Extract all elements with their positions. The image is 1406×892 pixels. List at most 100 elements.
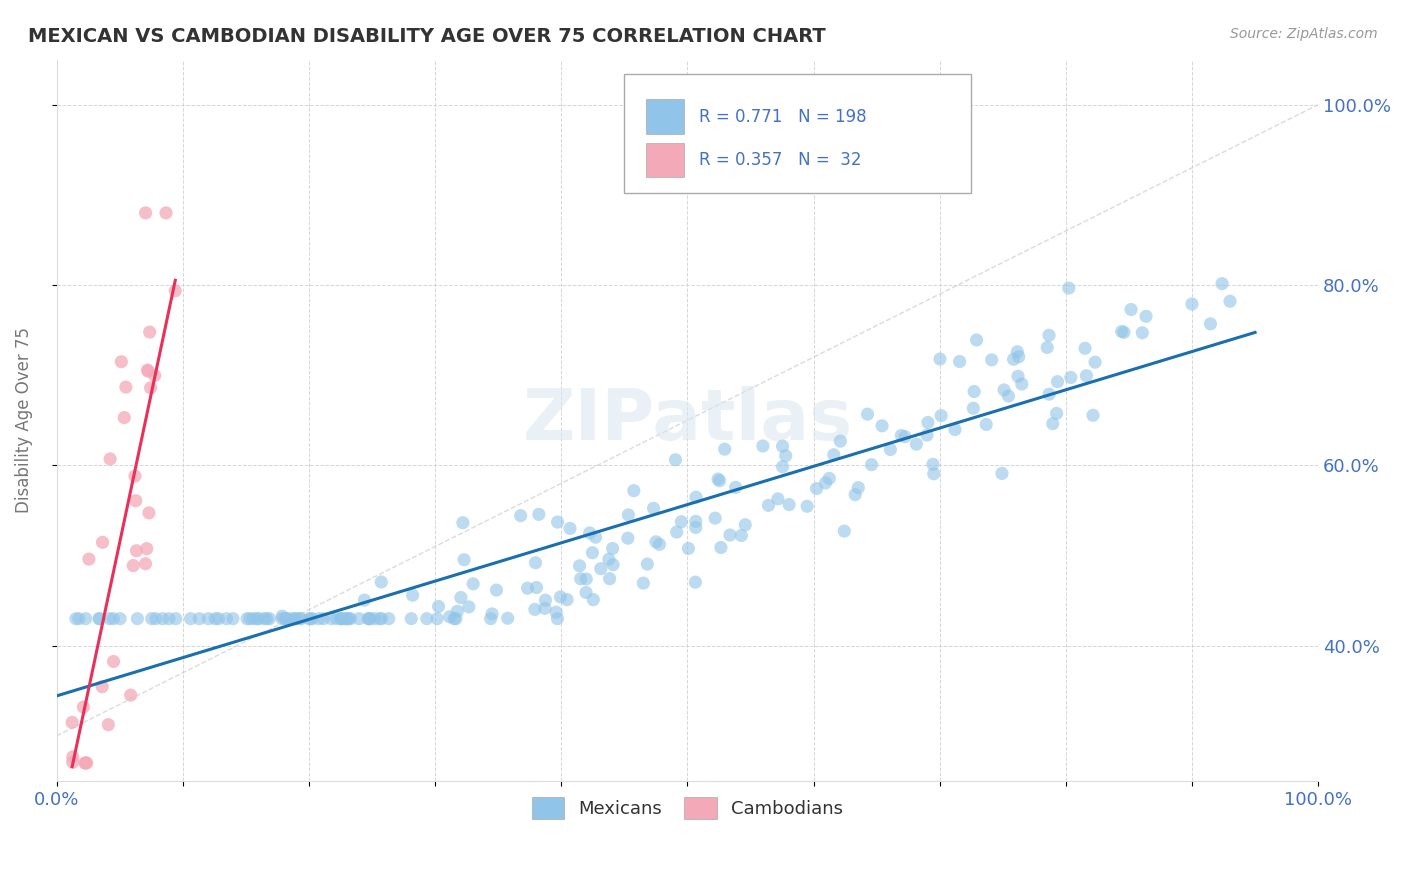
Mexicans [180,612,202,626]
Mexicans [905,437,928,451]
Mexicans [1008,350,1031,364]
Mexicans [1084,355,1107,369]
Mexicans [290,612,312,626]
Mexicans [581,546,603,560]
Mexicans [301,612,323,626]
Mexicans [962,401,984,416]
Cambodians [72,700,94,714]
Mexicans [359,612,381,626]
Cambodians [136,363,159,377]
Mexicans [974,417,997,432]
Mexicans [271,609,294,624]
Cambodians [139,381,162,395]
Mexicans [1111,325,1133,339]
Mexicans [274,612,297,626]
Mexicans [734,517,756,532]
Cambodians [136,364,159,378]
Mexicans [758,499,780,513]
Mexicans [330,612,353,626]
Mexicans [547,515,569,529]
Mexicans [709,474,731,488]
Mexicans [823,448,845,462]
Mexicans [1199,317,1222,331]
Mexicans [103,612,125,626]
Mexicans [526,581,548,595]
Mexicans [598,552,620,566]
Mexicans [980,352,1002,367]
Mexicans [534,601,557,615]
Mexicans [633,576,655,591]
Mexicans [534,593,557,607]
Mexicans [439,609,461,624]
Mexicans [582,592,605,607]
Cambodians [125,543,148,558]
Mexicans [204,612,226,626]
Cambodians [135,541,157,556]
Mexicans [299,612,322,626]
Mexicans [239,612,262,626]
Mexicans [710,541,733,555]
Cambodians [122,558,145,573]
FancyBboxPatch shape [645,143,683,178]
Mexicans [75,612,97,626]
Cambodians [75,756,97,770]
Mexicans [479,612,502,626]
Mexicans [399,612,422,626]
Text: R = 0.771   N = 198: R = 0.771 N = 198 [699,108,866,126]
Mexicans [401,588,423,602]
Mexicans [453,553,475,567]
Mexicans [321,612,343,626]
Mexicans [1038,328,1060,343]
Cambodians [103,655,125,669]
Cambodians [135,206,157,220]
Cambodians [77,552,100,566]
Mexicans [1181,297,1204,311]
Mexicans [1038,387,1060,401]
Mexicans [943,423,966,437]
Mexicans [643,501,665,516]
Mexicans [165,612,187,626]
Mexicans [416,612,439,626]
Cambodians [73,756,96,770]
Mexicans [339,612,361,626]
Mexicans [89,612,111,626]
Mexicans [1135,310,1157,324]
Mexicans [1007,369,1029,384]
Mexicans [1002,352,1025,367]
Mexicans [523,602,546,616]
Mexicans [1076,368,1098,383]
Mexicans [516,581,538,595]
Mexicans [188,612,211,626]
Mexicans [330,612,353,626]
Mexicans [280,612,302,626]
Mexicans [589,561,612,575]
Mexicans [485,583,508,598]
Mexicans [713,442,735,457]
Mexicans [929,352,952,367]
Mexicans [558,521,581,535]
Mexicans [236,612,259,626]
Mexicans [276,612,298,626]
Mexicans [685,520,707,534]
Mexicans [141,612,163,626]
Mexicans [993,383,1015,397]
Cambodians [120,688,142,702]
Mexicans [378,612,401,626]
Mexicans [87,612,110,626]
Mexicans [575,585,598,599]
Mexicans [276,612,298,626]
Mexicans [312,612,335,626]
Mexicans [685,514,707,528]
FancyBboxPatch shape [624,74,972,193]
Mexicans [546,612,568,626]
Mexicans [796,500,818,514]
Mexicans [450,591,472,605]
Mexicans [890,428,912,442]
Mexicans [617,531,640,545]
Mexicans [65,612,87,626]
Cambodians [62,756,84,770]
Mexicans [664,452,686,467]
Mexicans [1074,341,1097,355]
Mexicans [922,467,945,481]
Mexicans [546,605,568,619]
